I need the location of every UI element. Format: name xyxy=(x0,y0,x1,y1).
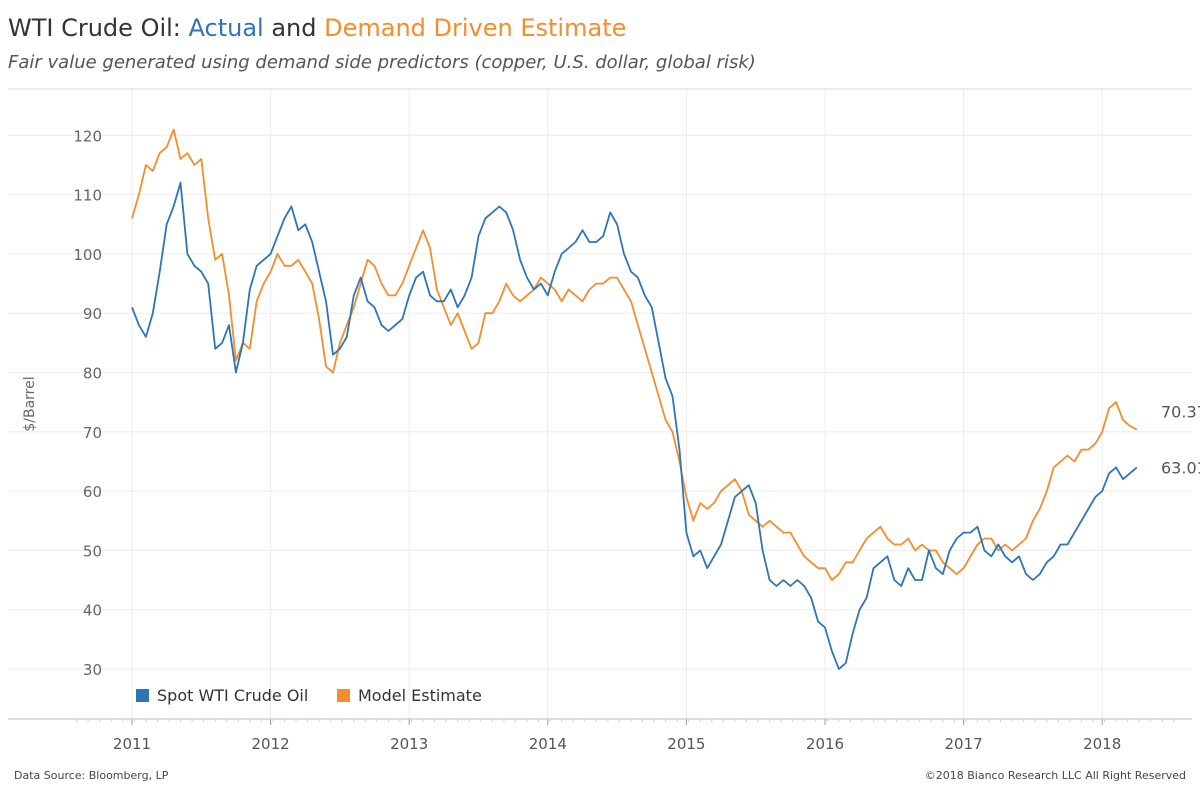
x-tick-label: 2017 xyxy=(945,735,983,753)
y-tick-label: 110 xyxy=(73,187,102,205)
title-and: and xyxy=(263,14,325,42)
chart-subtitle: Fair value generated using demand side p… xyxy=(8,52,756,73)
x-tick-label: 2011 xyxy=(113,735,151,753)
legend-label-estimate: Model Estimate xyxy=(358,686,482,705)
y-tick-label: 120 xyxy=(73,127,102,145)
copyright-note: ©2018 Bianco Research LLC All Right Rese… xyxy=(924,769,1186,782)
x-tick-label: 2013 xyxy=(390,735,428,753)
gridlines xyxy=(8,89,1192,725)
x-tick-label: 2016 xyxy=(806,735,844,753)
axis-labels: $/Barrel 30 40 50 60 70 80 90 100 110 120 2011 2012… xyxy=(22,127,1121,753)
data-source-note: Data Source: Bloomberg, LP xyxy=(14,769,169,782)
y-tick-label: 70 xyxy=(83,424,102,442)
series-line-estimate xyxy=(131,128,1138,581)
series-lines xyxy=(131,128,1138,670)
y-tick-label: 40 xyxy=(83,602,102,620)
legend: Spot WTI Crude Oil Model Estimate xyxy=(136,686,482,705)
y-tick-label: 80 xyxy=(83,365,102,383)
y-axis-title: $/Barrel xyxy=(22,376,38,431)
title-estimate: Demand Driven Estimate xyxy=(324,14,627,42)
legend-swatch-estimate xyxy=(337,689,350,702)
legend-label-actual: Spot WTI Crude Oil xyxy=(157,686,308,705)
chart-title: WTI Crude Oil: Actual and Demand Driven … xyxy=(8,14,626,42)
axes xyxy=(8,88,1192,720)
x-tick-label: 2014 xyxy=(529,735,567,753)
x-tick-label: 2012 xyxy=(252,735,290,753)
end-label-actual: 63.01 xyxy=(1161,458,1200,477)
x-tick-label: 2015 xyxy=(667,735,705,753)
y-tick-label: 60 xyxy=(83,483,102,501)
y-tick-label: 30 xyxy=(83,661,102,679)
y-tick-label: 50 xyxy=(83,542,102,560)
legend-swatch-actual xyxy=(136,689,149,702)
title-actual: Actual xyxy=(188,14,264,42)
series-line-actual xyxy=(131,181,1138,670)
end-label-estimate: 70.37 xyxy=(1161,403,1200,422)
x-tick-label: 2018 xyxy=(1083,735,1121,753)
title-prefix: WTI Crude Oil: xyxy=(8,14,189,42)
end-labels: 70.37 63.01 xyxy=(1161,403,1200,478)
y-tick-label: 90 xyxy=(83,305,102,323)
y-tick-label: 100 xyxy=(73,246,102,264)
